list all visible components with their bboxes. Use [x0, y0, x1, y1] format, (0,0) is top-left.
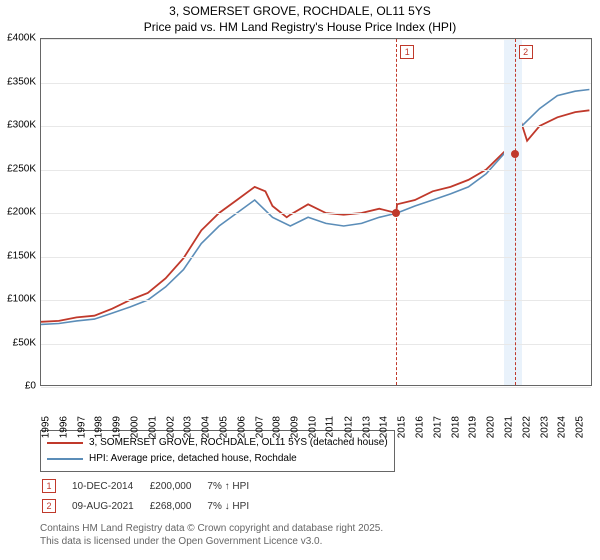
gridline — [41, 300, 591, 301]
event-point-dot — [392, 209, 400, 217]
event-price: £268,000 — [150, 497, 206, 515]
x-tick-label: 2025 — [574, 416, 585, 438]
gridline — [41, 387, 591, 388]
x-tick-label: 1996 — [58, 416, 69, 438]
x-tick-label: 2006 — [236, 416, 247, 438]
y-tick-label: £200K — [0, 207, 36, 218]
legend-swatch-hpi — [47, 458, 83, 460]
legend-row-hpi: HPI: Average price, detached house, Roch… — [47, 451, 388, 467]
x-tick-label: 2016 — [414, 416, 425, 438]
y-tick-label: £150K — [0, 250, 36, 261]
event-marker-badge: 2 — [519, 45, 533, 59]
y-tick-label: £400K — [0, 33, 36, 44]
x-tick-label: 2018 — [450, 416, 461, 438]
x-tick-label: 2023 — [539, 416, 550, 438]
event-date: 09-AUG-2021 — [72, 497, 148, 515]
event-row: 2 09-AUG-2021£268,0007% ↓ HPI — [42, 497, 263, 515]
x-tick-label: 2007 — [254, 416, 265, 438]
x-tick-label: 2003 — [183, 416, 194, 438]
event-point-dot — [511, 150, 519, 158]
title-line-2: Price paid vs. HM Land Registry's House … — [0, 20, 600, 36]
x-tick-label: 1995 — [40, 416, 51, 438]
footer-line-2: This data is licensed under the Open Gov… — [40, 535, 383, 548]
y-tick-label: £250K — [0, 163, 36, 174]
x-tick-label: 2005 — [218, 416, 229, 438]
x-tick-label: 2009 — [290, 416, 301, 438]
x-tick-label: 2001 — [147, 416, 158, 438]
title-line-1: 3, SOMERSET GROVE, ROCHDALE, OL11 5YS — [0, 4, 600, 20]
x-tick-label: 1999 — [111, 416, 122, 438]
x-tick-label: 2012 — [343, 416, 354, 438]
y-tick-label: £100K — [0, 294, 36, 305]
x-tick-label: 2014 — [379, 416, 390, 438]
x-tick-label: 2024 — [557, 416, 568, 438]
event-badge: 2 — [42, 499, 56, 513]
chart-title: 3, SOMERSET GROVE, ROCHDALE, OL11 5YS Pr… — [0, 0, 600, 35]
event-delta: 7% ↑ HPI — [207, 477, 263, 495]
event-badge: 1 — [42, 479, 56, 493]
y-tick-label: £50K — [0, 337, 36, 348]
y-tick-label: £350K — [0, 76, 36, 87]
x-tick-label: 2002 — [165, 416, 176, 438]
legend-swatch-price-paid — [47, 442, 83, 444]
x-tick-label: 2019 — [468, 416, 479, 438]
x-tick-label: 1997 — [76, 416, 87, 438]
x-tick-label: 2013 — [361, 416, 372, 438]
events-table: 1 10-DEC-2014£200,0007% ↑ HPI 2 09-AUG-2021… — [40, 475, 265, 517]
y-tick-label: £0 — [0, 381, 36, 392]
x-tick-label: 2017 — [432, 416, 443, 438]
gridline — [41, 170, 591, 171]
x-tick-label: 2011 — [324, 416, 335, 438]
x-tick-label: 1998 — [94, 416, 105, 438]
x-tick-label: 2021 — [503, 416, 514, 438]
highlight-band — [504, 39, 522, 385]
gridline — [41, 257, 591, 258]
x-tick-label: 2004 — [201, 416, 212, 438]
event-marker-line — [515, 39, 516, 385]
gridline — [41, 344, 591, 345]
x-tick-label: 2022 — [521, 416, 532, 438]
x-tick-label: 2010 — [307, 416, 318, 438]
legend-label-hpi: HPI: Average price, detached house, Roch… — [89, 451, 297, 467]
gridline — [41, 126, 591, 127]
gridline — [41, 39, 591, 40]
gridline — [41, 83, 591, 84]
gridline — [41, 213, 591, 214]
footer: Contains HM Land Registry data © Crown c… — [40, 522, 383, 548]
event-marker-badge: 1 — [400, 45, 414, 59]
plot-area: 12 — [40, 38, 592, 386]
chart-container: 3, SOMERSET GROVE, ROCHDALE, OL11 5YS Pr… — [0, 0, 600, 560]
footer-line-1: Contains HM Land Registry data © Crown c… — [40, 522, 383, 535]
x-tick-label: 2020 — [485, 416, 496, 438]
event-delta: 7% ↓ HPI — [207, 497, 263, 515]
event-row: 1 10-DEC-2014£200,0007% ↑ HPI — [42, 477, 263, 495]
x-tick-label: 2000 — [129, 416, 140, 438]
x-tick-label: 2008 — [272, 416, 283, 438]
y-tick-label: £300K — [0, 120, 36, 131]
event-date: 10-DEC-2014 — [72, 477, 148, 495]
x-tick-label: 2015 — [396, 416, 407, 438]
event-price: £200,000 — [150, 477, 206, 495]
